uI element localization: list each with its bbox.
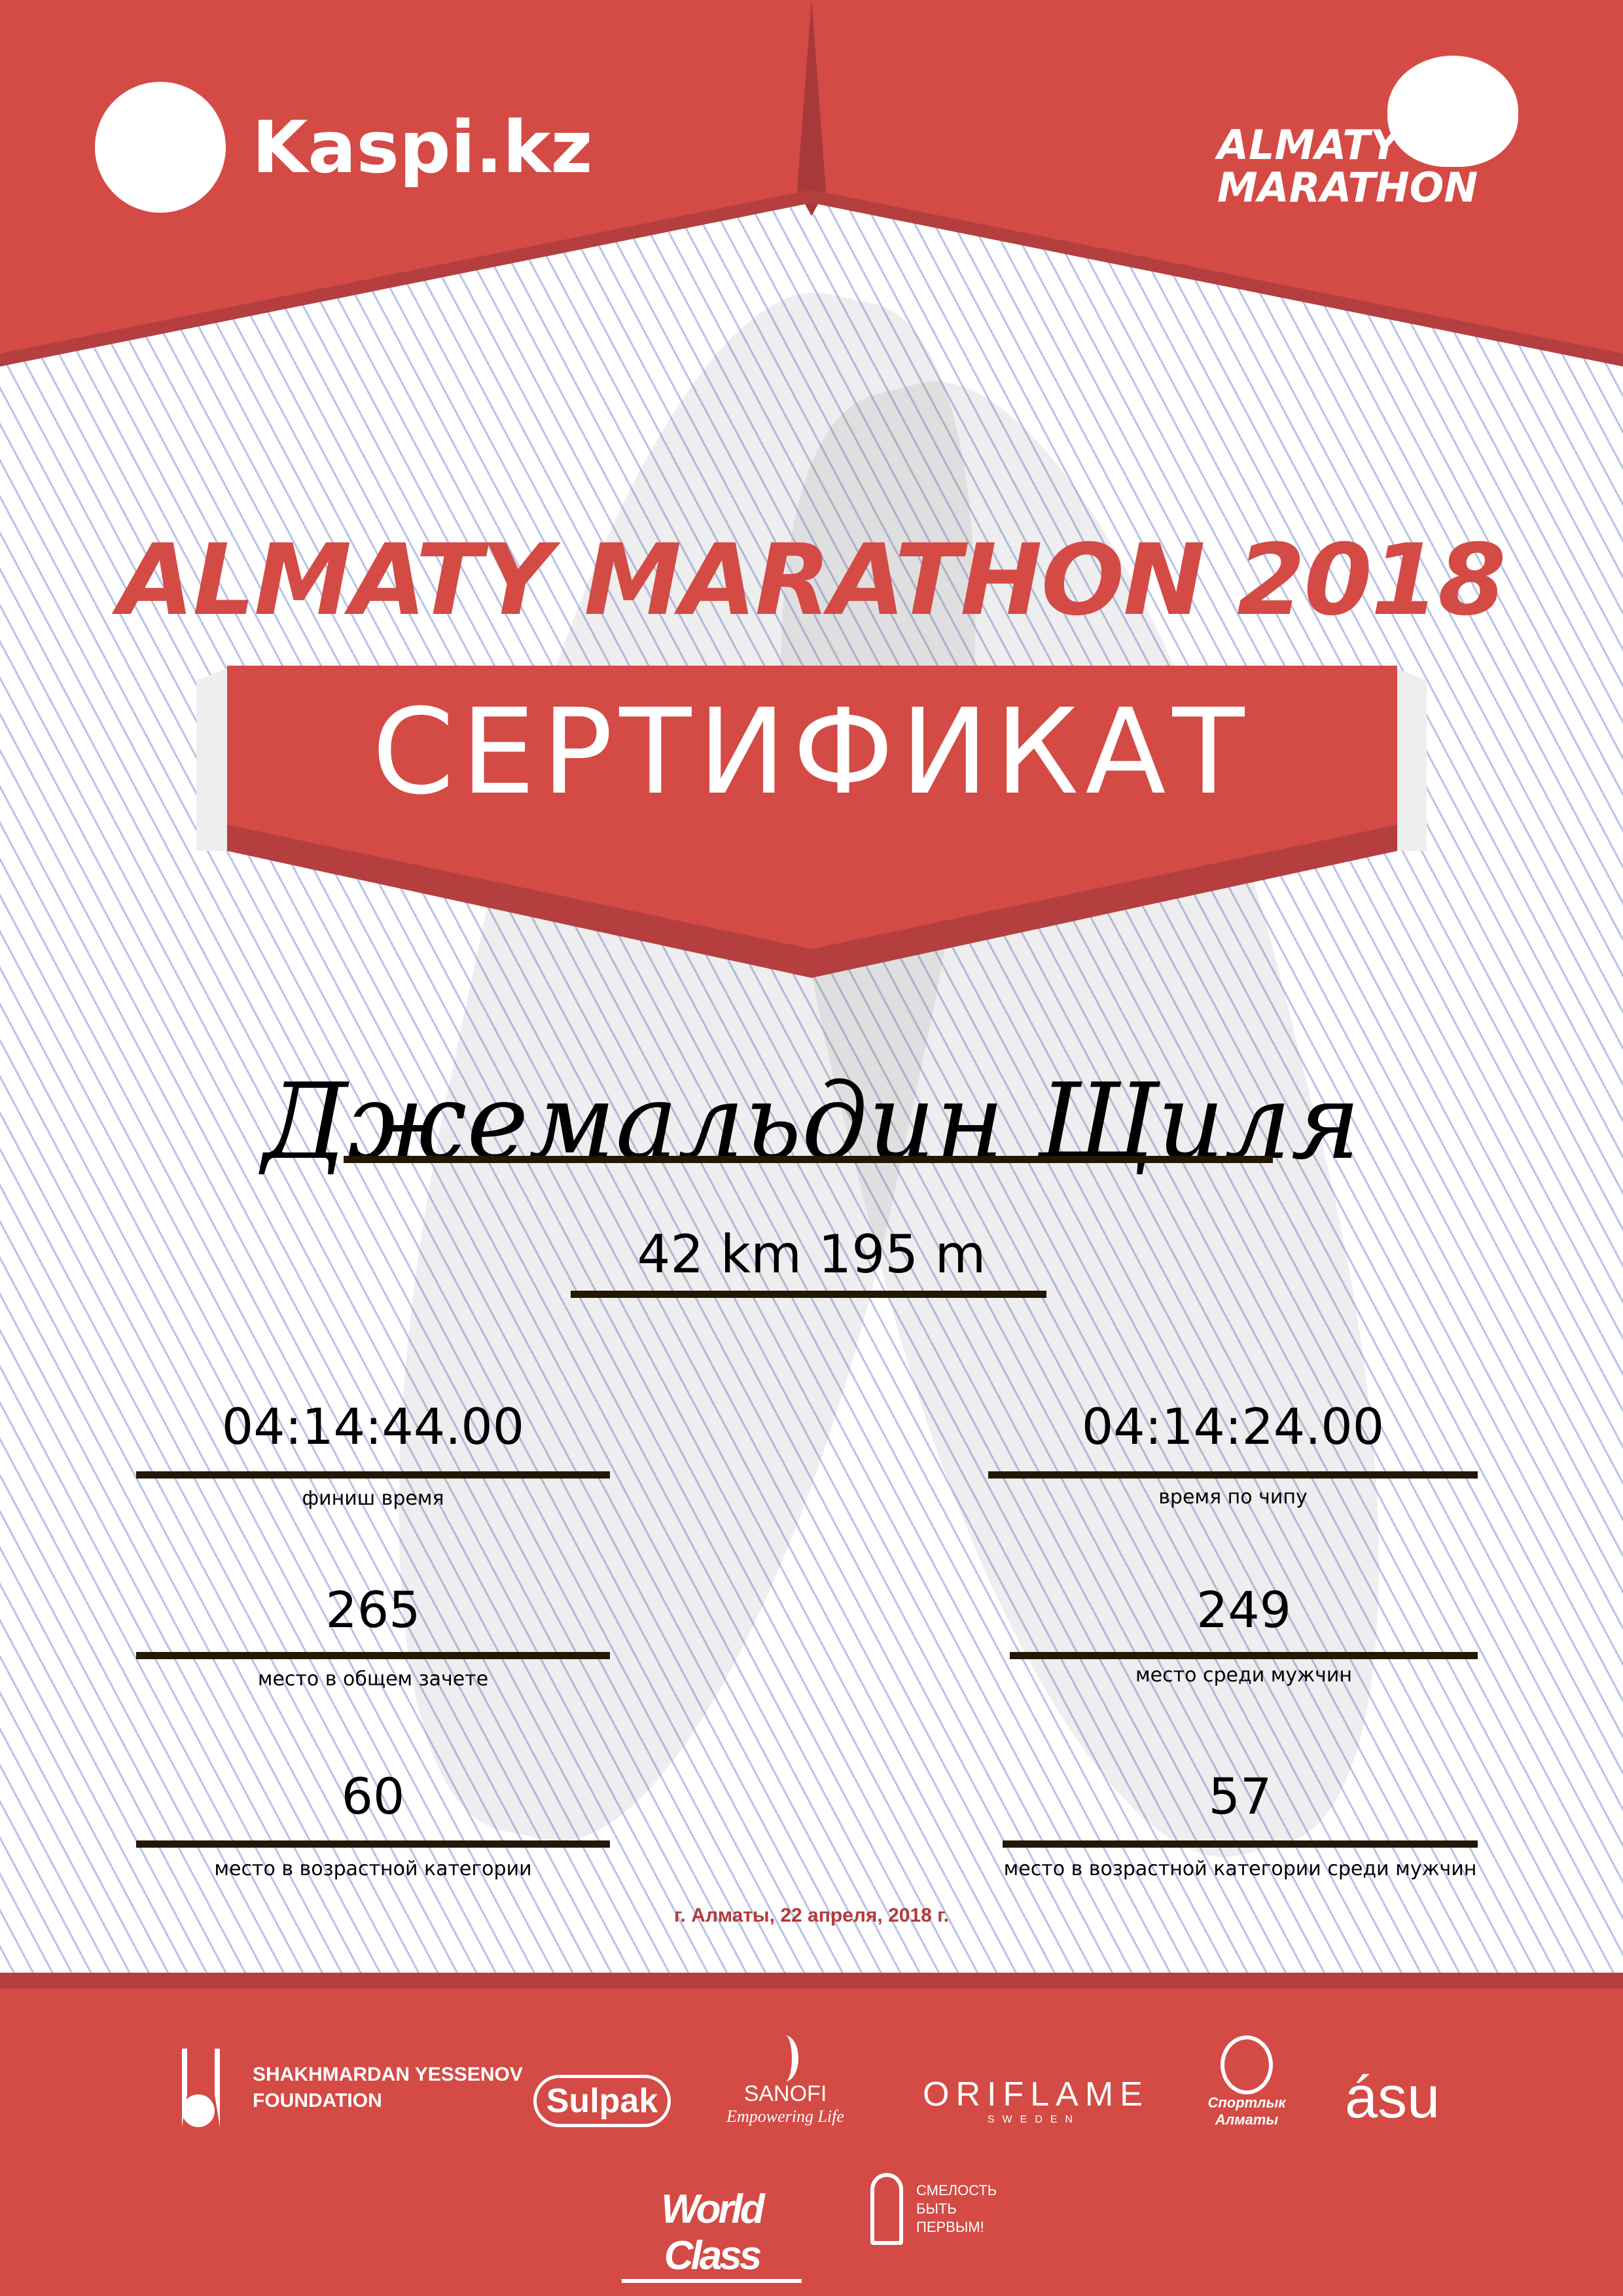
men-place-label: место среди мужчин	[1135, 1664, 1352, 1687]
sport-almaty-logo: Спортлык Алматы	[1198, 2036, 1296, 2128]
background-pattern	[0, 0, 1623, 1977]
age-men-place: 57	[1208, 1767, 1272, 1825]
certificate-heading: СЕРТИФИКАТ	[372, 684, 1251, 821]
overall-place-label: место в общем зачете	[257, 1668, 489, 1691]
age-men-place-underline	[1003, 1840, 1478, 1848]
fund-runner-icon	[870, 2173, 903, 2245]
name-underline	[344, 1156, 1273, 1163]
distance: 42 km 195 m	[637, 1224, 986, 1285]
kaspi-icon	[95, 82, 226, 213]
age-place-underline	[136, 1840, 610, 1848]
sanofi-icon	[772, 2036, 798, 2081]
participant-name: Джемальдин Щиля	[262, 1060, 1361, 1183]
runner-icon	[1387, 56, 1518, 167]
sulpak-logo: Sulpak	[533, 2075, 671, 2127]
chip-time-underline	[988, 1471, 1478, 1479]
finish-time: 04:14:44.00	[221, 1397, 525, 1456]
overall-place: 265	[325, 1581, 421, 1639]
sport-almaty-emblem	[1221, 2036, 1273, 2094]
fund-logo: СМЕЛОСТЬ БЫТЬ ПЕРВЫМ!	[870, 2173, 997, 2245]
header-banner	[0, 0, 1623, 367]
finish-time-underline	[136, 1471, 610, 1479]
asu-logo: ásu	[1345, 2065, 1440, 2130]
age-place: 60	[341, 1767, 405, 1825]
finish-time-label: финиш время	[302, 1487, 444, 1510]
chip-time: 04:14:24.00	[1081, 1397, 1385, 1456]
world-class-logo: World Class	[622, 2186, 802, 2283]
chip-time-label: время по чипу	[1158, 1486, 1308, 1509]
distance-underline	[571, 1291, 1046, 1298]
almaty-marathon-logo: ALMATY MARATHON	[1217, 56, 1518, 213]
certificate-ribbon	[196, 666, 1427, 978]
yessenov-logo: SHAKHMARDAN YESSENOV FOUNDATION	[182, 2049, 523, 2127]
kaspi-logo: Kaspi.kz	[95, 82, 592, 213]
overall-place-underline	[136, 1652, 610, 1659]
age-place-label: место в возрастной категории	[214, 1857, 532, 1880]
yessenov-icon	[182, 2049, 220, 2127]
oriflame-logo: ORIFLAME SWEDEN	[923, 2075, 1149, 2125]
men-place-underline	[1010, 1652, 1478, 1659]
men-place: 249	[1196, 1581, 1292, 1639]
date-place: г. Алматы, 22 апреля, 2018 г.	[674, 1905, 949, 1926]
sanofi-logo: SANOFI Empowering Life	[720, 2036, 851, 2126]
footer	[0, 1973, 1623, 2296]
event-title: ALMATY MARATHON 2018	[118, 524, 1506, 637]
age-men-place-label: место в возрастной категории среди мужчи…	[1003, 1857, 1477, 1880]
